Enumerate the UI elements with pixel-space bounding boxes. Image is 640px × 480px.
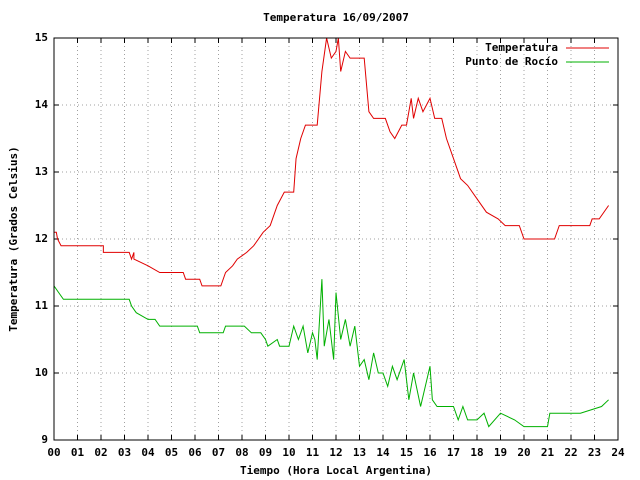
x-tick-label: 19	[494, 446, 507, 459]
x-tick-label: 14	[376, 446, 390, 459]
y-tick-label: 9	[41, 433, 48, 446]
x-tick-label: 20	[517, 446, 530, 459]
x-tick-label: 09	[259, 446, 272, 459]
x-tick-label: 01	[71, 446, 85, 459]
series-line	[54, 279, 609, 428]
y-tick-label: 10	[35, 366, 48, 379]
x-tick-label: 21	[541, 446, 555, 459]
legend-label: Punto de Rocío	[465, 55, 558, 68]
x-tick-label: 15	[400, 446, 413, 459]
x-tick-label: 13	[353, 446, 366, 459]
x-tick-label: 17	[447, 446, 460, 459]
x-tick-label: 06	[188, 446, 202, 459]
x-tick-label: 03	[118, 446, 131, 459]
x-axis-label: Tiempo (Hora Local Argentina)	[240, 464, 432, 477]
x-tick-label: 08	[235, 446, 248, 459]
y-tick-label: 12	[35, 232, 48, 245]
legend-label: Temperatura	[485, 41, 558, 54]
x-tick-label: 24	[611, 446, 625, 459]
plot-border	[53, 37, 619, 441]
x-tick-label: 04	[141, 446, 155, 459]
y-axis-label: Temperatura (Grados Celsius)	[7, 146, 20, 331]
x-tick-label: 02	[94, 446, 107, 459]
x-tick-label: 07	[212, 446, 225, 459]
x-tick-label: 22	[564, 446, 577, 459]
y-tick-label: 11	[35, 299, 49, 312]
y-tick-label: 13	[35, 165, 48, 178]
series-line	[54, 38, 610, 287]
x-tick-label: 11	[306, 446, 320, 459]
chart-title: Temperatura 16/09/2007	[263, 11, 409, 24]
x-tick-label: 12	[329, 446, 342, 459]
x-tick-label: 18	[470, 446, 483, 459]
x-tick-label: 10	[282, 446, 295, 459]
x-tick-label: 23	[588, 446, 601, 459]
y-tick-label: 14	[35, 98, 49, 111]
x-tick-label: 05	[165, 446, 178, 459]
x-tick-label: 00	[47, 446, 60, 459]
x-tick-label: 16	[423, 446, 437, 459]
y-tick-label: 15	[35, 31, 48, 44]
